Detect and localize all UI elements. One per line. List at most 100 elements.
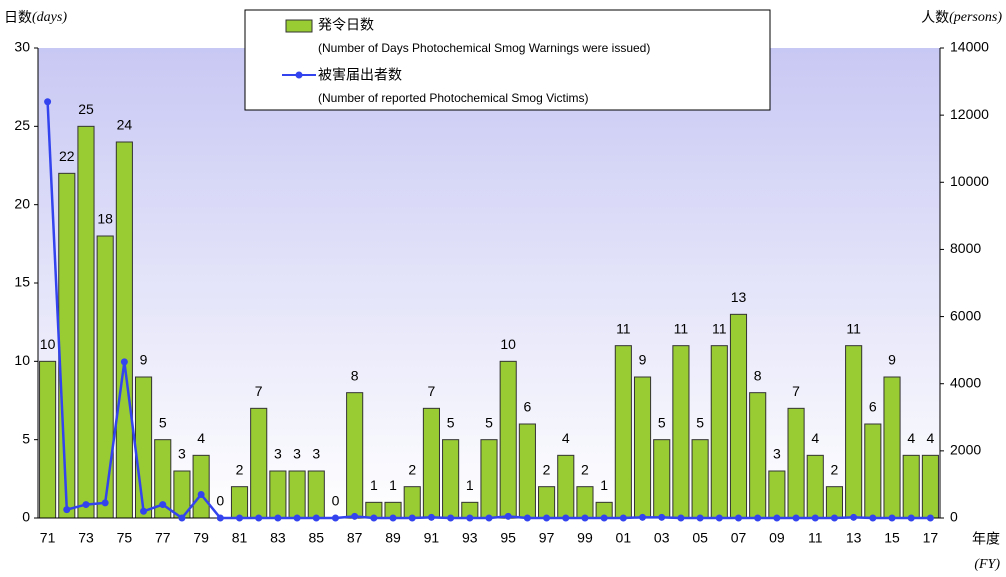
data-label: 9 [140,352,148,368]
x-tick-label: 95 [500,530,516,546]
x-tick-label: 01 [616,530,632,546]
victims-marker [543,514,551,522]
data-label: 2 [543,461,551,477]
bar [288,470,306,519]
y2-tick-label: 2000 [950,442,981,458]
victims-marker [715,514,723,522]
bar [768,470,786,519]
bar [538,486,556,519]
bar [442,439,460,519]
bar [480,439,498,519]
data-label: 3 [773,446,781,462]
y2-tick-label: 14000 [950,39,989,55]
data-label: 4 [197,430,205,446]
victims-marker [600,514,608,522]
bar [269,470,287,519]
victims-marker [466,514,474,522]
x-tick-label: 03 [654,530,670,546]
victims-marker [63,506,71,514]
x-tick-label: 85 [308,530,324,546]
data-label: 7 [255,383,263,399]
x-tick-label: 15 [884,530,900,546]
x-tick-label: 07 [731,530,747,546]
y2-tick-label: 10000 [950,173,989,189]
x-tick-label: 93 [462,530,478,546]
data-label: 1 [466,477,474,493]
data-label: 5 [658,414,666,430]
victims-marker [792,514,800,522]
victims-marker [293,514,301,522]
data-label: 9 [888,352,896,368]
y-tick-label: 20 [14,195,30,211]
x-tick-label: 09 [769,530,785,546]
victims-marker [907,514,915,522]
y2-tick-label: 8000 [950,240,981,256]
victims-marker [120,358,128,366]
victims-marker [658,513,666,521]
data-label: 2 [408,461,416,477]
victims-marker [811,514,819,522]
victims-marker [140,507,148,515]
x-tick-label: 89 [385,530,401,546]
x-tick-label: 83 [270,530,286,546]
legend-description: (Number of reported Photochemical Smog V… [318,91,589,105]
data-label: 6 [869,399,877,415]
victims-marker [82,501,90,509]
x-tick-label: 97 [539,530,555,546]
y-axis-label: 日数(days) [4,9,67,26]
data-label: 18 [97,211,113,227]
y2-tick-label: 6000 [950,307,981,323]
victims-marker [101,499,109,507]
victims-marker [830,514,838,522]
bar [845,345,863,519]
data-label: 1 [370,477,378,493]
bar [499,360,517,519]
victims-marker [504,512,512,520]
victims-marker [44,98,52,106]
x-tick-label: 87 [347,530,363,546]
legend-box [244,9,771,111]
bar [921,454,939,519]
y2-tick-label: 4000 [950,374,981,390]
x-tick-label: 79 [193,530,209,546]
bar [96,235,114,519]
bar [787,407,805,519]
bar [749,392,767,519]
bar [403,486,421,519]
data-label: 22 [59,148,75,164]
victims-marker [581,514,589,522]
x-tick-label: 77 [155,530,171,546]
bar [557,454,575,519]
bar [77,125,95,519]
data-label: 11 [712,320,727,336]
victims-marker [178,514,186,522]
y-tick-label: 0 [22,509,30,525]
bar [115,141,133,519]
data-label: 5 [485,414,493,430]
bar [518,423,536,519]
y-tick-label: 30 [14,39,30,55]
victims-marker [331,514,339,522]
y-tick-label: 25 [14,117,30,133]
data-label: 11 [616,320,631,336]
data-label: 24 [117,117,133,133]
data-label: 10 [500,336,516,352]
bar [633,376,652,519]
bar [883,376,901,519]
data-label: 5 [696,414,704,430]
victims-marker [850,513,858,521]
bar [422,407,440,519]
victims-marker [485,514,493,522]
y2-tick-label: 12000 [950,106,989,122]
data-label: 3 [274,446,282,462]
victims-marker [274,514,282,522]
data-label: 0 [216,493,224,509]
data-label: 5 [159,414,167,430]
legend: 発令日数 (Number of Days Photochemical Smog … [244,9,771,111]
data-label: 7 [428,383,436,399]
victims-marker [159,501,167,509]
y-tick-label: 10 [14,352,30,368]
legend-swatch [285,19,313,33]
x-tick-label: 13 [846,530,862,546]
